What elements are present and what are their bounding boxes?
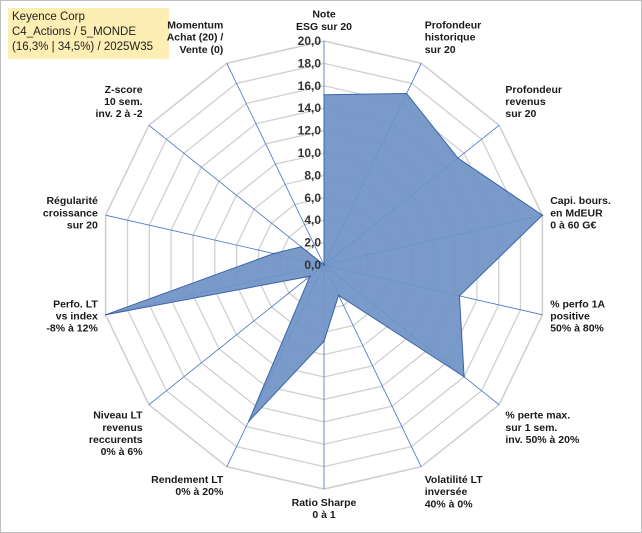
axis-spoke-12 — [148, 124, 325, 266]
axis-label-13: Momentum Achat (20) / Vente (0) — [167, 19, 224, 55]
tick-label-0: 0,0 — [304, 258, 321, 272]
tick-label-5: 10,0 — [298, 146, 322, 160]
tick-label-6: 12,0 — [298, 124, 322, 138]
tick-label-7: 14,0 — [298, 101, 322, 115]
radar-axis-labels: Note ESG sur 20 Profondeur historique sur 20… — [43, 9, 611, 522]
data-point-12 — [300, 246, 303, 248]
score-period: (16,3% | 34,5%) / 2025W35 — [12, 41, 154, 53]
axis-label-9: Niveau LT revenus reccurents 0% à 6% — [89, 410, 143, 459]
data-point-6 — [337, 294, 340, 297]
axis-label-10: Perfo. LT vs index -8% à 12% — [46, 298, 98, 334]
data-point-0 — [323, 94, 325, 96]
axis-spoke-9 — [148, 264, 325, 406]
tick-label-2: 4,0 — [304, 213, 321, 227]
axis-spoke-6 — [323, 264, 422, 467]
data-point-9 — [309, 275, 311, 278]
axis-label-12: Z-score 10 sem. inv. 2 à -2 — [96, 84, 143, 120]
axis-label-5: % perte max. sur 1 sem. inv. 50% à 20% — [505, 410, 580, 446]
data-point-1 — [405, 92, 408, 95]
data-point-2 — [457, 157, 459, 159]
radar-tick-labels: 0,0 2,0 4,0 6,0 8,0 10,0 12,0 14,0 16,0 18,0 20,0 — [298, 34, 322, 272]
tick-label-4: 8,0 — [304, 168, 321, 182]
axis-label-3: Capi. bours. en MdEUR 0 à 60 G€ — [550, 195, 611, 231]
tick-label-9: 18,0 — [298, 56, 322, 70]
portfolio-category: C4_Actions / 5_MONDE — [12, 26, 136, 38]
axis-label-4: % perfo 1A positive 50% à 80% — [550, 298, 605, 334]
chart-title-box: Keyence Corp C4_Actions / 5_MONDE (16,3%… — [8, 8, 169, 59]
data-point-3 — [541, 214, 544, 216]
data-point-8 — [247, 420, 250, 423]
data-point-10 — [104, 314, 107, 316]
tick-label-1: 2,0 — [304, 236, 321, 250]
data-point-5 — [463, 375, 465, 378]
data-point-7 — [323, 340, 325, 343]
axis-label-11: Régularité croissance sur 20 — [43, 195, 98, 231]
tick-label-10: 20,0 — [298, 34, 322, 48]
axis-label-7: Ratio Sharpe 0 à 1 — [292, 497, 357, 521]
axis-label-6: Volatilité LT inversée 40% à 0% — [425, 474, 484, 510]
axis-label-1: Profondeur historique sur 20 — [425, 19, 482, 55]
axis-label-0: Note ESG sur 20 — [296, 9, 352, 33]
radar-series — [104, 92, 544, 423]
axis-label-8: Rendement LT 0% à 20% — [151, 474, 224, 498]
axis-spoke-13 — [226, 63, 325, 266]
tick-label-3: 6,0 — [304, 191, 321, 205]
data-point-11 — [273, 252, 275, 255]
data-point-4 — [458, 295, 461, 297]
company-name: Keyence Corp — [12, 11, 85, 23]
tick-label-8: 16,0 — [298, 79, 322, 93]
data-point-13 — [323, 264, 325, 266]
axis-label-2: Profondeur revenus sur 20 — [505, 84, 562, 120]
